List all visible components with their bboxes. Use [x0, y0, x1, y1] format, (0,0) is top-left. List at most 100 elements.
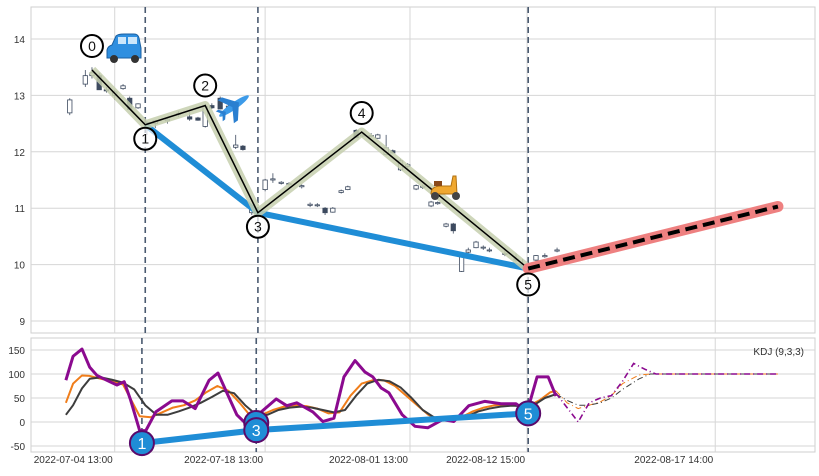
- price-y-tick: 14: [14, 35, 26, 46]
- kdj-panel: 2022-07-04 13:00 2022-07-18 13:00 2022-08-…: [8, 337, 816, 466]
- candle: [450, 222, 456, 234]
- plane-wings: [217, 97, 239, 124]
- pivot-circle: [516, 272, 541, 297]
- kdj-pivot-label: 5: [524, 406, 533, 423]
- kdj-pivot-circle: [243, 417, 270, 444]
- pivot-circle: [349, 101, 374, 126]
- pivot-label: 1: [141, 131, 149, 147]
- candle-body: [486, 249, 492, 252]
- candle-body: [82, 75, 88, 85]
- pivot-label: 5: [524, 277, 532, 293]
- candle-body: [314, 204, 320, 207]
- candle: [120, 84, 126, 90]
- candle-body: [428, 201, 434, 207]
- candle: [443, 222, 449, 228]
- pivot-marker: 3: [245, 214, 270, 239]
- candle: [554, 247, 560, 253]
- kdj-pivot-label: 1: [137, 436, 146, 453]
- candle: [135, 103, 141, 109]
- candle-body: [278, 181, 284, 184]
- kdj-y-tick: 150: [8, 346, 25, 357]
- car-wheel: [110, 55, 118, 63]
- candle: [82, 70, 88, 87]
- candle: [195, 116, 201, 121]
- x-tick-label: 2022-07-18 13:00: [184, 455, 263, 466]
- candle: [262, 178, 268, 192]
- kdj-forecast-k: [555, 373, 778, 410]
- pivot-marker: 2: [193, 73, 218, 98]
- candle: [322, 207, 328, 215]
- kdj-pivot-marker: 1: [128, 430, 155, 457]
- candle-body: [322, 207, 328, 214]
- candle-body: [473, 241, 479, 249]
- candle-body: [480, 246, 486, 249]
- candle: [278, 181, 284, 185]
- pivot-circle: [245, 214, 270, 239]
- candle-body: [262, 179, 268, 190]
- scooter-body: [430, 175, 458, 195]
- candle-body: [270, 178, 276, 181]
- candle-body: [195, 117, 201, 121]
- kdj-pivot-label: 3: [252, 423, 261, 440]
- candle-body: [554, 249, 560, 252]
- kdj-y-tick: 100: [8, 370, 25, 381]
- x-tick-label: 2022-08-12 15:00: [446, 455, 525, 466]
- candle-body: [542, 255, 548, 258]
- car-wheel: [131, 55, 139, 63]
- pivot-marker: 4: [349, 101, 374, 126]
- candle: [338, 189, 344, 194]
- candle: [240, 145, 246, 151]
- scooter-icon: [430, 175, 460, 200]
- candle: [314, 203, 320, 208]
- kdj-pivot-circle: [515, 400, 542, 427]
- candle-body: [465, 249, 471, 253]
- candle: [270, 173, 276, 183]
- pivot-marker: 5: [516, 272, 541, 297]
- scooter-wheel: [452, 192, 460, 200]
- kdj-y-tick: 50: [14, 394, 26, 405]
- candle-body: [240, 145, 246, 150]
- candle-body: [345, 186, 351, 190]
- x-tick-label: 2022-08-01 13:00: [329, 455, 408, 466]
- candle: [330, 207, 336, 213]
- candle-body: [120, 85, 126, 90]
- scooter-wheel: [431, 192, 439, 200]
- candle-body: [299, 185, 305, 188]
- candle-body: [533, 255, 539, 261]
- price-y-tick: 13: [14, 91, 26, 102]
- pivot-marker: 1: [133, 126, 158, 151]
- candle: [233, 134, 239, 149]
- car-window: [128, 37, 137, 44]
- candle-body: [233, 144, 239, 148]
- candle-body: [135, 103, 141, 109]
- car-icon: [106, 33, 142, 63]
- pivot-circle: [79, 34, 104, 59]
- candle-body: [413, 185, 419, 190]
- pivot-label: 2: [201, 78, 209, 94]
- candle-body: [187, 116, 193, 120]
- candle: [465, 247, 471, 254]
- candle-body: [435, 202, 441, 205]
- plane-tail: [215, 109, 226, 122]
- kdj-y-tick: -50: [11, 442, 26, 453]
- kdj-forecast-d: [555, 373, 778, 406]
- candle: [542, 253, 548, 258]
- candle-body: [338, 190, 344, 193]
- swing-line: [91, 69, 529, 270]
- kdj-plot-frame: [30, 337, 816, 453]
- candle: [345, 185, 351, 191]
- kdj-line-j: [64, 347, 558, 433]
- candle: [480, 245, 486, 250]
- pivot-marker: 0: [79, 34, 104, 59]
- price-y-tick: 12: [14, 148, 26, 159]
- candle: [413, 184, 419, 191]
- candle: [533, 255, 539, 262]
- airplane-icon: [215, 95, 249, 124]
- x-tick-label: 2022-07-04 13:00: [34, 455, 113, 466]
- pivot-label: 3: [254, 219, 262, 235]
- price-y-tick: 11: [15, 204, 26, 215]
- candle-body: [330, 207, 336, 213]
- pivot-circle: [193, 73, 218, 98]
